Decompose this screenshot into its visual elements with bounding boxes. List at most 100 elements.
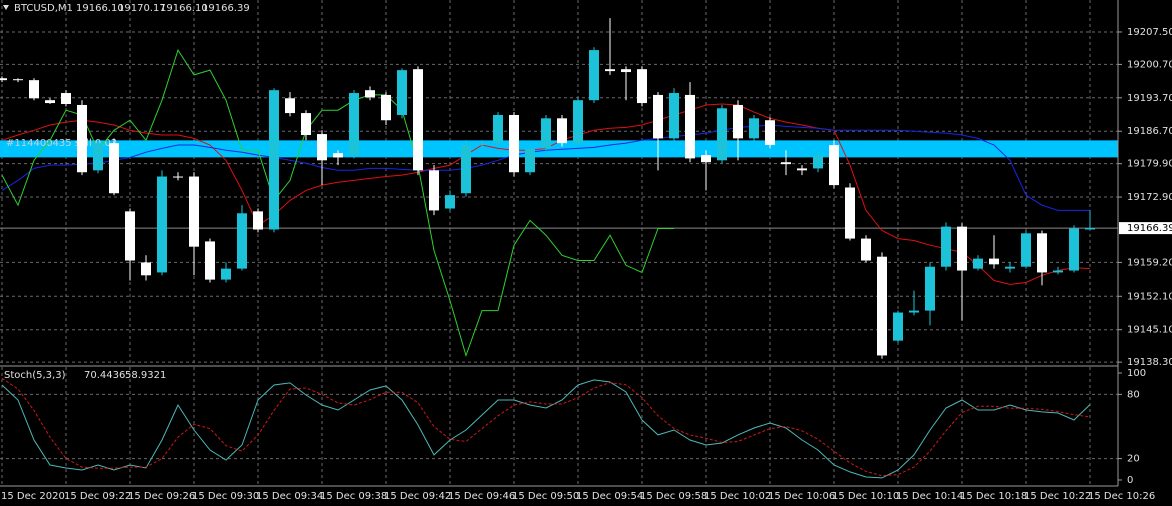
candle-body [333, 153, 343, 158]
candle-body [1069, 228, 1079, 271]
candle-body [141, 262, 151, 276]
candle-body [221, 268, 231, 280]
y-tick-label: 100 [1127, 368, 1146, 379]
candle-body [509, 114, 519, 173]
candle-body [317, 134, 327, 161]
collapse-icon[interactable] [3, 5, 9, 10]
x-tick-label: 15 Dec 10:02 [704, 491, 771, 502]
indicator-line [1, 124, 1090, 211]
candle-body [589, 50, 599, 101]
y-tick-label: 19172.90 [1127, 192, 1172, 203]
indicator-line [1, 379, 1091, 479]
candle-body [717, 108, 727, 161]
candle-body [429, 170, 439, 211]
candle-body [397, 70, 407, 115]
x-tick-label: 15 Dec 09:42 [384, 491, 451, 502]
candle-body [445, 195, 455, 209]
y-tick-label: 19145.10 [1127, 325, 1172, 336]
candle-body [685, 94, 695, 159]
candle-body [1021, 233, 1031, 267]
candle-body [653, 94, 663, 139]
candle-body [989, 258, 999, 265]
last-price-label: 19166.39 [1127, 223, 1172, 234]
candle-body [45, 100, 55, 104]
y-tick-label: 0 [1127, 475, 1133, 486]
candle-body [781, 162, 791, 165]
candle-body [637, 69, 647, 104]
candle-body [941, 226, 951, 267]
candle-body [349, 93, 359, 156]
candle-body [861, 238, 871, 261]
y-tick-label: 19138.30 [1127, 357, 1172, 368]
y-tick-label: 19179.90 [1127, 159, 1172, 170]
candle-body [205, 241, 215, 280]
candle-body [301, 113, 311, 136]
header-low: 19166.10 [160, 3, 208, 14]
symbol-title: BTCUSD,M1 [14, 3, 73, 14]
candle-body [797, 168, 807, 171]
candle-body [573, 100, 583, 144]
candle-body [109, 143, 119, 194]
y-tick-label: 19152.10 [1127, 291, 1172, 302]
candle-body [253, 211, 263, 230]
candle-body [13, 79, 23, 81]
stoch-k-value: 70.4436 [84, 370, 125, 381]
x-tick-label: 15 Dec 10:18 [960, 491, 1027, 502]
candle-body [973, 258, 983, 269]
candle-body [477, 144, 487, 146]
candle-body [77, 104, 87, 173]
candle-body [605, 69, 615, 72]
candle-body [557, 118, 567, 144]
x-tick-label: 15 Dec 10:10 [832, 491, 899, 502]
x-tick-label: 15 Dec 2020 [1, 491, 65, 502]
price-pane: #114400435 sell 0.02 [0, 18, 1118, 359]
candle-body [701, 155, 711, 163]
trade-level-label: #114400435 sell 0.02 [6, 138, 117, 149]
candle-body [381, 94, 391, 121]
stoch-d-value: 58.9321 [125, 370, 166, 381]
candle-body [733, 104, 743, 139]
candle-body [541, 118, 551, 149]
candle-body [189, 176, 199, 247]
candle-body [493, 114, 503, 144]
candle-body [877, 256, 887, 356]
y-tick-label: 19186.70 [1127, 126, 1172, 137]
candle-body [829, 145, 839, 186]
candle-body [1037, 233, 1047, 273]
y-tick-label: 19200.70 [1127, 59, 1172, 70]
candle-body [893, 312, 903, 341]
candle-body [1053, 270, 1063, 273]
last-price-box [1119, 222, 1172, 235]
x-tick-label: 15 Dec 09:22 [64, 491, 131, 502]
grid [0, 0, 1118, 485]
indicator-line [1, 48, 674, 358]
x-tick-label: 15 Dec 09:26 [128, 491, 195, 502]
x-tick-label: 15 Dec 10:06 [768, 491, 835, 502]
candle-body [909, 310, 919, 313]
x-tick-label: 15 Dec 09:30 [192, 491, 259, 502]
candle-body [813, 155, 823, 169]
stoch-title: Stoch(5,3,3) [4, 370, 66, 381]
y-tick-label: 80 [1127, 389, 1140, 400]
header-open: 19166.10 [76, 3, 124, 14]
candle-body [669, 93, 679, 139]
candle-body [1085, 228, 1095, 230]
candle-body [461, 145, 471, 194]
candle-body [365, 90, 375, 98]
x-tick-label: 15 Dec 09:54 [576, 491, 643, 502]
candle-body [61, 93, 71, 105]
candle-body [749, 118, 759, 139]
candle-body [925, 266, 935, 311]
y-tick-label: 19207.50 [1127, 27, 1172, 38]
x-tick-label: 15 Dec 09:34 [256, 491, 323, 502]
candle-body [29, 80, 39, 99]
labels: BTCUSD,M1 19166.10 19170.17 19166.10 191… [1, 3, 1172, 502]
x-tick-label: 15 Dec 09:38 [320, 491, 387, 502]
candle-body [93, 143, 103, 171]
candle-body [157, 176, 167, 273]
x-tick-label: 15 Dec 09:58 [640, 491, 707, 502]
candle-body [285, 98, 295, 114]
